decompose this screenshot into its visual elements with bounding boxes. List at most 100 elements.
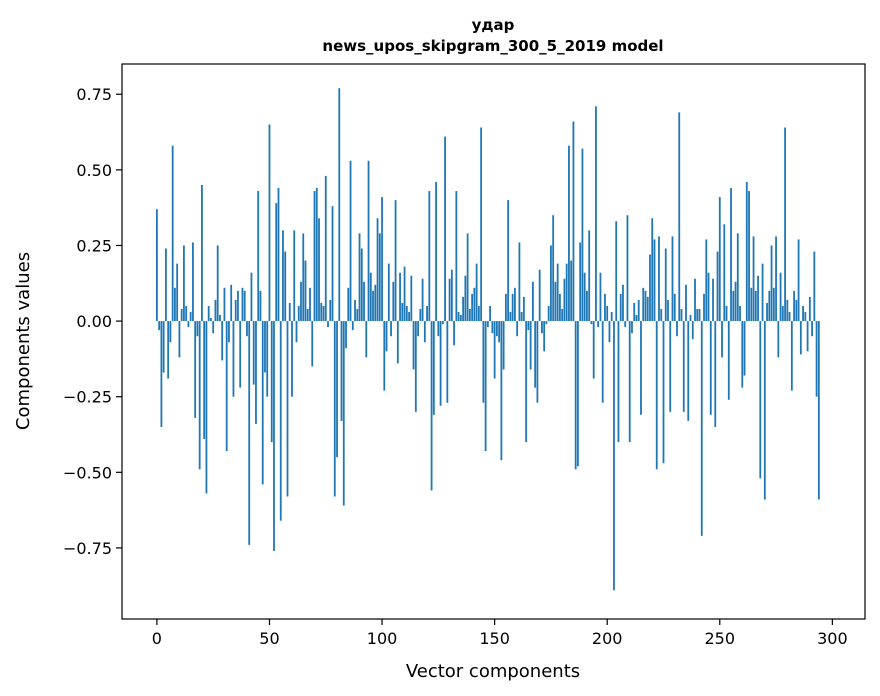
- bar: [349, 160, 352, 322]
- bar: [703, 293, 705, 322]
- bar: [599, 272, 602, 322]
- bar: [775, 236, 777, 322]
- bar: [597, 321, 600, 328]
- bar: [545, 321, 548, 325]
- bar: [653, 239, 656, 322]
- bar: [784, 127, 786, 322]
- bar: [743, 321, 746, 376]
- bar: [527, 321, 530, 331]
- bar: [471, 293, 474, 322]
- bar: [367, 160, 370, 322]
- bar: [248, 321, 251, 545]
- bar: [529, 321, 532, 370]
- bar: [462, 296, 464, 322]
- bar: [165, 248, 167, 322]
- bar: [198, 321, 201, 470]
- bar: [313, 191, 316, 322]
- bar: [511, 293, 514, 322]
- bar: [752, 236, 755, 322]
- bar: [687, 321, 690, 421]
- bar: [171, 145, 174, 322]
- bar: [448, 278, 451, 322]
- bar: [156, 209, 158, 322]
- bar: [495, 321, 498, 337]
- bar: [441, 321, 444, 325]
- bar: [689, 315, 692, 322]
- bar: [399, 272, 401, 322]
- bar: [275, 203, 278, 322]
- y-axis-label: Components values: [13, 252, 34, 430]
- bar: [174, 287, 176, 322]
- bar: [455, 191, 458, 322]
- bar: [421, 278, 424, 322]
- bar: [259, 290, 262, 322]
- bar: [266, 321, 269, 397]
- bar: [392, 281, 395, 322]
- bar: [718, 197, 721, 322]
- bar: [504, 293, 507, 322]
- bar: [698, 308, 701, 322]
- bar: [221, 321, 224, 361]
- bar: [734, 281, 737, 322]
- bar: [273, 321, 275, 551]
- bar: [354, 299, 356, 322]
- bar: [723, 224, 726, 322]
- bar: [232, 321, 235, 397]
- chart-subtitle: news_upos_skipgram_300_5_2019 model: [322, 37, 663, 55]
- bar: [766, 302, 768, 322]
- bar: [574, 321, 577, 470]
- bar: [160, 321, 163, 427]
- bar: [817, 321, 820, 500]
- bar: [378, 233, 381, 322]
- bar: [268, 124, 271, 322]
- bar: [212, 321, 215, 334]
- bar: [601, 321, 604, 403]
- bar: [385, 321, 388, 352]
- bar: [811, 321, 813, 337]
- bar: [158, 321, 161, 331]
- bar: [709, 321, 712, 415]
- bar: [484, 321, 487, 452]
- bar: [252, 321, 255, 385]
- bar: [660, 308, 663, 322]
- bar: [466, 233, 469, 322]
- bar: [230, 284, 233, 322]
- bar: [520, 312, 523, 322]
- bar: [322, 305, 325, 322]
- bar: [617, 321, 620, 443]
- bar: [538, 269, 541, 322]
- bar: [387, 263, 390, 322]
- bar: [793, 290, 795, 322]
- bar: [633, 302, 636, 322]
- bar: [396, 321, 399, 364]
- bar: [779, 272, 782, 322]
- bar: [491, 321, 494, 334]
- bar: [423, 321, 426, 343]
- x-axis-ticks: 0 50 100 150 200 250 300: [152, 619, 848, 648]
- y-tick-label: −0.25: [63, 388, 112, 407]
- bar: [401, 302, 404, 322]
- bar: [408, 312, 410, 322]
- bar: [604, 293, 606, 322]
- bar: [374, 284, 377, 322]
- bars-group: [156, 88, 820, 591]
- bar: [525, 321, 528, 443]
- bar: [541, 321, 543, 334]
- bar: [223, 287, 226, 322]
- bar: [356, 308, 359, 322]
- bar: [277, 188, 280, 322]
- bar: [234, 299, 237, 322]
- bar: [453, 321, 455, 346]
- bar: [237, 290, 239, 322]
- bar: [577, 321, 579, 467]
- bar: [403, 266, 406, 322]
- bar: [304, 260, 307, 322]
- bar: [333, 321, 336, 497]
- bar: [658, 236, 660, 322]
- bar: [626, 215, 629, 322]
- bar: [214, 299, 217, 322]
- bar: [381, 197, 383, 322]
- bar: [435, 181, 437, 322]
- bar: [772, 287, 775, 322]
